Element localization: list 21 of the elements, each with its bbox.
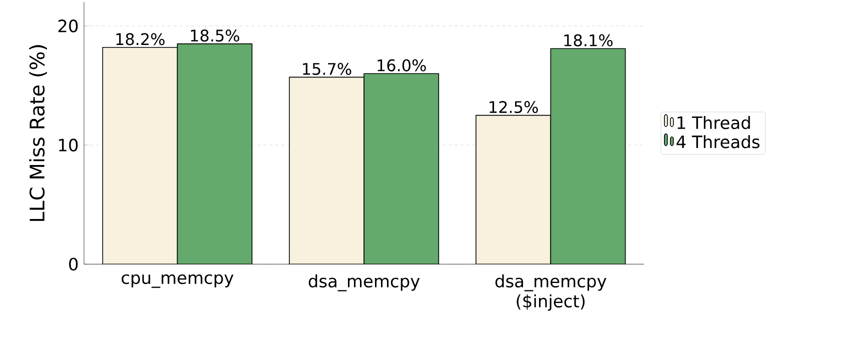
data-label: 16.0% (378, 59, 426, 72)
y-tick-label: 10 (59, 138, 78, 152)
x-tick-label: cpu_memcpy (122, 274, 234, 288)
x-tick-label: dsa_memcpy ($inject) (495, 274, 606, 311)
data-label: 18.1% (564, 34, 613, 46)
bar (550, 48, 626, 264)
y-tick-label: 0 (69, 258, 78, 271)
data-label: 12.5% (490, 100, 538, 114)
bar (476, 114, 552, 264)
x-tick-label: dsa_memcpy (308, 274, 420, 292)
data-label: 18.2% (116, 33, 165, 46)
y-axis-title: LLC Miss Rate (%) (29, 45, 47, 221)
legend-label: 4 Threads (676, 135, 760, 148)
y-tick-label: 20 (58, 20, 78, 32)
bar (288, 76, 364, 264)
data-label: 18.5% (191, 30, 240, 42)
bar (102, 47, 178, 264)
legend-label: 1 Thread (678, 116, 750, 130)
bar (364, 73, 440, 264)
data-label: 15.7% (303, 62, 352, 75)
bar (176, 43, 252, 264)
